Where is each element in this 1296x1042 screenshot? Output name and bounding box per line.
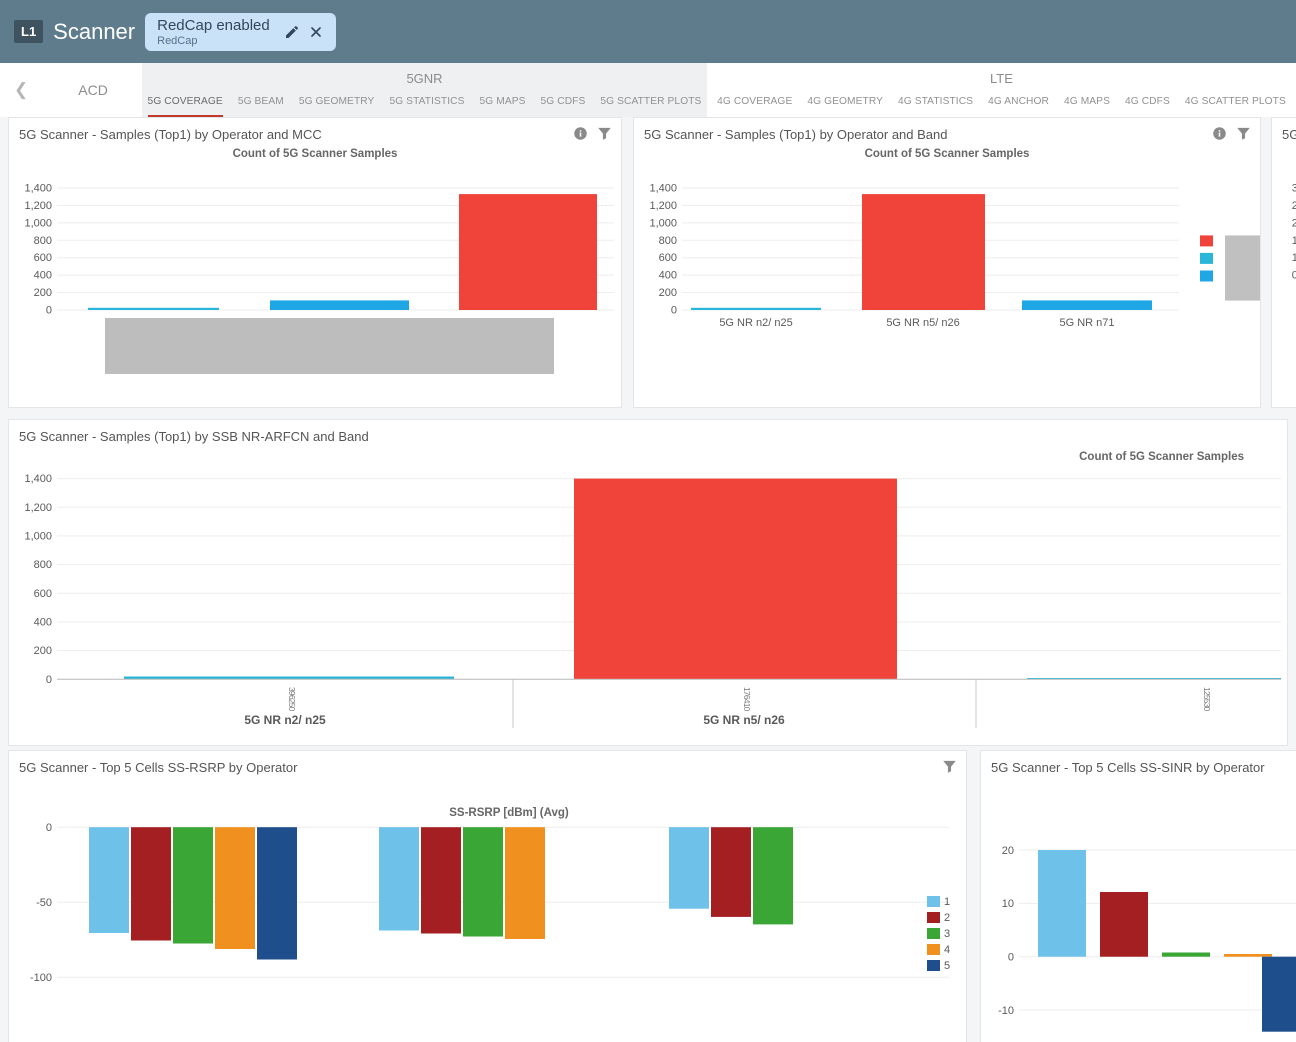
svg-text:0: 0 bbox=[1008, 952, 1014, 964]
svg-text:1,200: 1,200 bbox=[24, 502, 52, 514]
svg-text:-100: -100 bbox=[30, 972, 52, 984]
svg-text:1.5: 1.5 bbox=[1292, 235, 1296, 247]
svg-text:1,200: 1,200 bbox=[24, 200, 52, 212]
svg-text:1,400: 1,400 bbox=[24, 473, 52, 485]
svg-text:0: 0 bbox=[46, 305, 52, 317]
svg-text:Count of 5G Scanner Samples: Count of 5G Scanner Samples bbox=[1079, 451, 1244, 463]
svg-text:-10: -10 bbox=[998, 1005, 1014, 1017]
svg-text:4: 4 bbox=[944, 944, 950, 956]
svg-text:1: 1 bbox=[944, 896, 950, 908]
svg-text:10: 10 bbox=[1002, 898, 1014, 910]
svg-text:5G NR n5/ n26: 5G NR n5/ n26 bbox=[886, 317, 959, 329]
svg-text:200: 200 bbox=[34, 287, 52, 299]
svg-text:5G NR n2/ n25: 5G NR n2/ n25 bbox=[719, 317, 792, 329]
svg-text:600: 600 bbox=[34, 252, 52, 264]
svg-text:5: 5 bbox=[944, 960, 950, 972]
svg-text:0: 0 bbox=[46, 822, 52, 834]
svg-text:SS-RSRP [dBm] (Avg): SS-RSRP [dBm] (Avg) bbox=[449, 807, 569, 819]
svg-text:400: 400 bbox=[34, 270, 52, 282]
svg-text:-50: -50 bbox=[36, 897, 52, 909]
svg-text:200: 200 bbox=[659, 287, 677, 299]
svg-text:396250: 396250 bbox=[287, 687, 297, 712]
svg-text:5G NR n71: 5G NR n71 bbox=[1059, 317, 1114, 329]
svg-text:400: 400 bbox=[34, 616, 52, 628]
svg-text:800: 800 bbox=[34, 235, 52, 247]
svg-text:1,000: 1,000 bbox=[24, 530, 52, 542]
svg-text:2.0: 2.0 bbox=[1292, 217, 1296, 229]
svg-text:3.0: 3.0 bbox=[1292, 183, 1296, 195]
svg-text:800: 800 bbox=[34, 559, 52, 571]
svg-text:1,000: 1,000 bbox=[649, 217, 677, 229]
svg-text:0: 0 bbox=[671, 305, 677, 317]
svg-text:5G NR n2/ n25: 5G NR n2/ n25 bbox=[244, 713, 326, 727]
svg-text:3: 3 bbox=[944, 928, 950, 940]
svg-text:2.5: 2.5 bbox=[1292, 200, 1296, 212]
svg-text:1.0: 1.0 bbox=[1292, 252, 1296, 264]
svg-text:800: 800 bbox=[659, 235, 677, 247]
svg-text:0: 0 bbox=[46, 674, 52, 686]
svg-text:1,400: 1,400 bbox=[24, 183, 52, 195]
svg-text:600: 600 bbox=[659, 252, 677, 264]
svg-text:600: 600 bbox=[34, 588, 52, 600]
svg-text:176410: 176410 bbox=[742, 687, 752, 712]
svg-text:20: 20 bbox=[1002, 845, 1014, 857]
svg-text:0.5: 0.5 bbox=[1292, 270, 1296, 282]
svg-text:1,400: 1,400 bbox=[649, 183, 677, 195]
svg-text:200: 200 bbox=[34, 645, 52, 657]
svg-text:1,200: 1,200 bbox=[649, 200, 677, 212]
svg-text:125530: 125530 bbox=[1202, 687, 1212, 712]
svg-text:2: 2 bbox=[944, 912, 950, 924]
svg-text:5G NR n5/ n26: 5G NR n5/ n26 bbox=[703, 713, 785, 727]
svg-text:400: 400 bbox=[659, 270, 677, 282]
svg-text:1,000: 1,000 bbox=[24, 217, 52, 229]
